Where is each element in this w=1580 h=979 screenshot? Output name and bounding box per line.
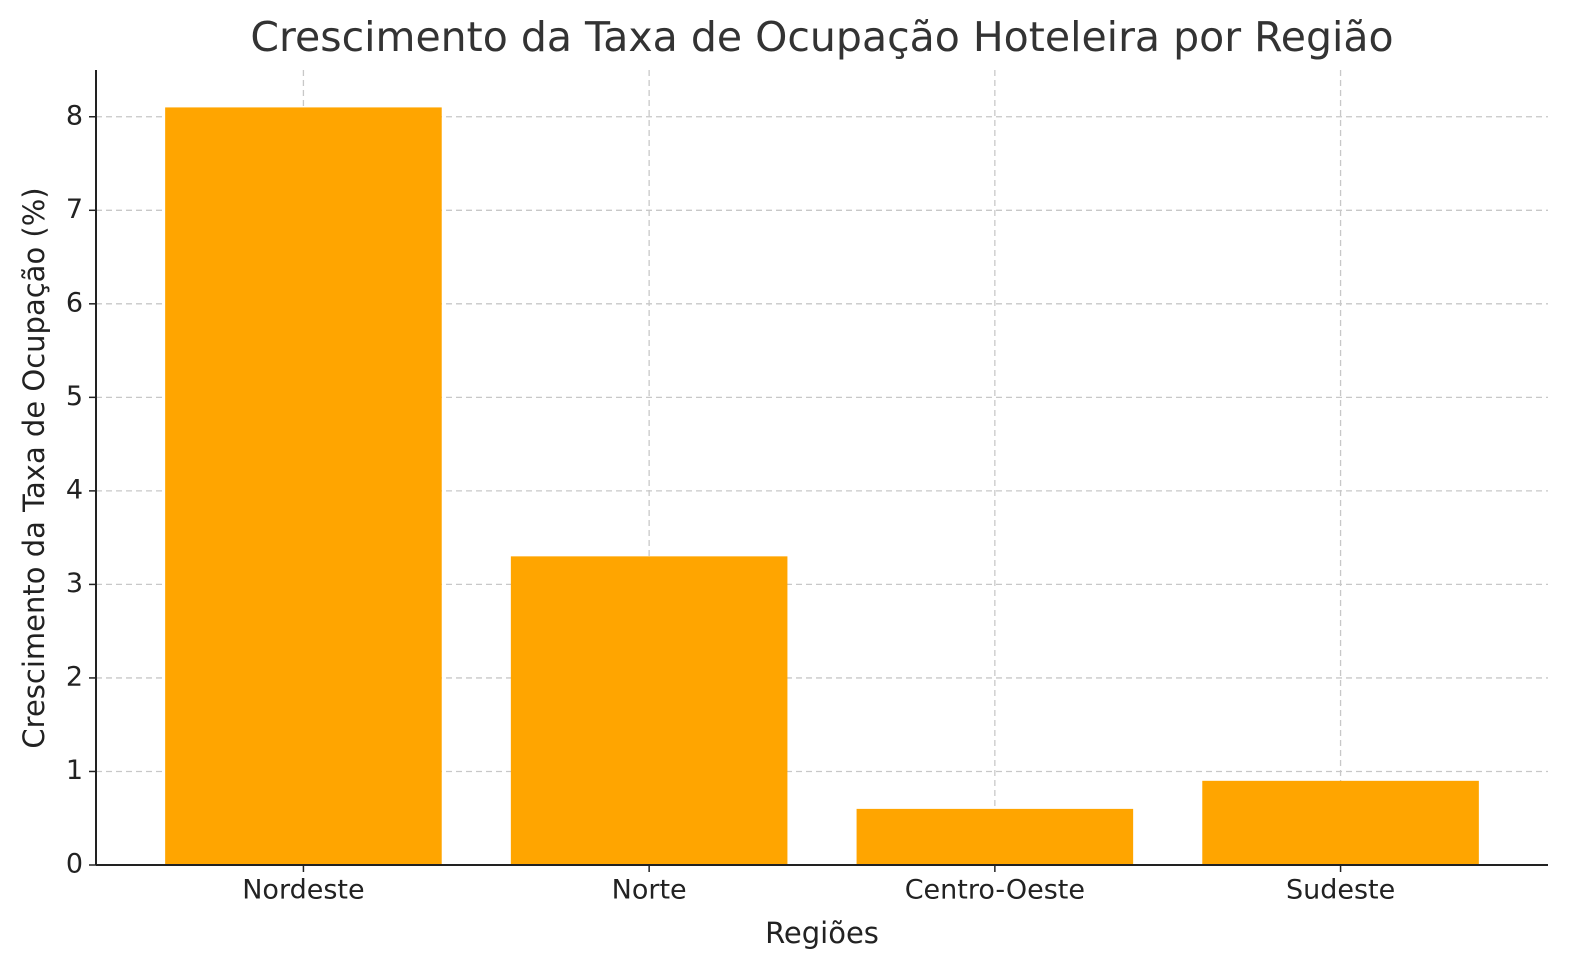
y-axis-label: Crescimento da Taxa de Ocupação (%) [17,187,51,748]
x-tick-label: Centro-Oeste [905,875,1085,906]
y-tick-label: 2 [66,661,83,692]
y-tick-label: 4 [66,474,83,505]
x-tick-label: Nordeste [242,875,364,906]
y-tick-label: 7 [66,194,83,225]
y-tick-label: 1 [66,755,83,786]
y-tick-label: 0 [66,849,83,880]
y-tick-label: 3 [66,568,83,599]
chart-title: Crescimento da Taxa de Ocupação Hoteleir… [250,13,1393,61]
y-tick-label: 8 [66,100,83,131]
x-tick-label: Norte [612,875,687,906]
y-tick-label: 5 [66,381,83,412]
x-tick-label: Sudeste [1286,875,1395,906]
bar [856,808,1134,865]
bar [1202,780,1479,865]
bar [165,107,442,866]
bar [510,556,788,865]
y-tick-label: 6 [66,287,83,318]
x-axis-label: Regiões [765,916,879,950]
